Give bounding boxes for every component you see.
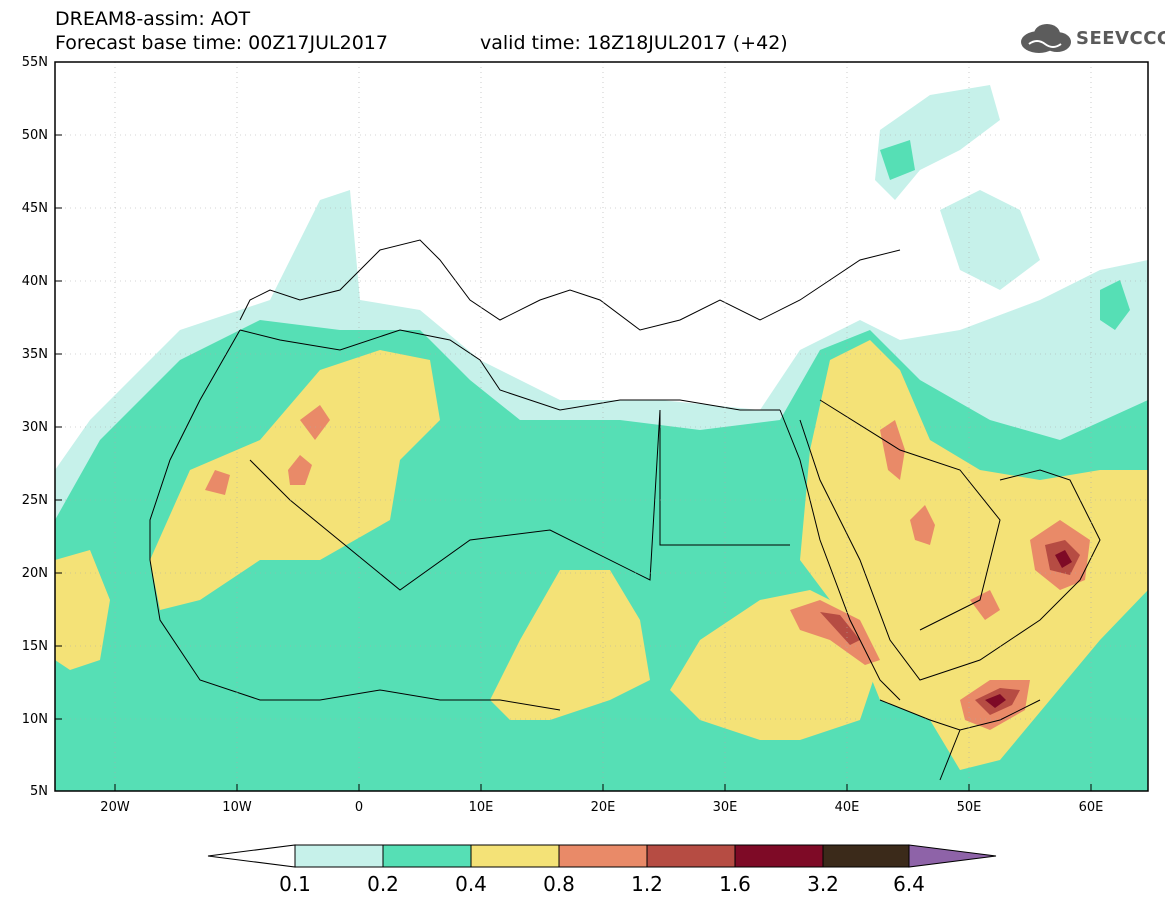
colorbar-label: 1.2 [631, 872, 663, 896]
aot-field-08-iraq [880, 420, 905, 480]
coastline-west-africa [149, 329, 561, 711]
lon-label: 30E [712, 800, 738, 815]
coastline-red-sea [779, 409, 901, 701]
lat-label: 5N [30, 784, 48, 799]
colorbar-swatch [822, 844, 910, 868]
lon-label: 10E [468, 800, 494, 815]
colorbar-underflow [207, 844, 296, 868]
aot-field-08-algeria [288, 455, 312, 485]
lat-label: 10N [21, 712, 48, 727]
aot-field-08-sudan [790, 600, 880, 665]
colorbar-swatch [294, 844, 384, 868]
colorbar-label: 1.6 [719, 872, 751, 896]
aot-field-04-westcoast [55, 550, 110, 670]
colorbar-swatch [382, 844, 472, 868]
lon-label: 20W [100, 800, 130, 815]
lat-label: 45N [21, 201, 48, 216]
aot-field-12-sudan [820, 612, 860, 645]
lat-label: 40N [21, 274, 48, 289]
colorbar-label: 0.1 [279, 872, 311, 896]
lat-label: 15N [21, 639, 48, 654]
lat-label: 55N [21, 55, 48, 70]
aot-field-08-mauritania [205, 470, 230, 495]
forecast-base-time: Forecast base time: 00Z17JUL2017 [55, 32, 388, 54]
coastline-arabia [799, 419, 1101, 681]
border-arabia [819, 399, 1001, 631]
colorbar-swatch [646, 844, 736, 868]
border-egypt [659, 410, 790, 546]
lat-label: 20N [21, 566, 48, 581]
map-title: DREAM8-assim: AOT [55, 8, 251, 30]
lat-label: 50N [21, 128, 48, 143]
lat-label: 35N [21, 347, 48, 362]
colorbar-swatch [558, 844, 648, 868]
colorbar-overflow [908, 844, 997, 868]
lat-label: 30N [21, 420, 48, 435]
aot-field-16-oman [1055, 550, 1072, 568]
lon-label: 50E [956, 800, 982, 815]
aot-field-16-somalia [985, 694, 1006, 708]
colorbar-label: 0.2 [367, 872, 399, 896]
colorbar [207, 844, 997, 868]
cloud-icon [1021, 24, 1071, 53]
colorbar-swatch [470, 844, 560, 868]
coastline-north-africa [239, 329, 780, 411]
aot-field-04-chad [490, 570, 650, 720]
aot-field-02-north [880, 140, 915, 180]
aot-field-08-saudi [910, 505, 935, 545]
colorbar-label: 0.8 [543, 872, 575, 896]
aot-field-01-caspian [940, 190, 1040, 290]
valid-time: valid time: 18Z18JUL2017 (+42) [480, 32, 788, 54]
lat-label: 25N [21, 493, 48, 508]
colorbar-label: 0.4 [455, 872, 487, 896]
colorbar-label: 6.4 [893, 872, 925, 896]
colorbar-label: 3.2 [807, 872, 839, 896]
aot-field-02-iran [1100, 280, 1130, 330]
lon-label: 10W [222, 800, 252, 815]
lon-label: 60E [1078, 800, 1104, 815]
seevccc-logo: SEEVCCC [1076, 28, 1165, 49]
lon-label: 20E [590, 800, 616, 815]
lon-label: 40E [834, 800, 860, 815]
aot-field-08-yemen [970, 590, 1000, 620]
lon-label: 0 [354, 800, 364, 815]
colorbar-swatch [734, 844, 824, 868]
aot-field-08-morocco [300, 405, 330, 440]
coastline-europe [239, 239, 901, 331]
coastline-east-africa [939, 729, 961, 781]
